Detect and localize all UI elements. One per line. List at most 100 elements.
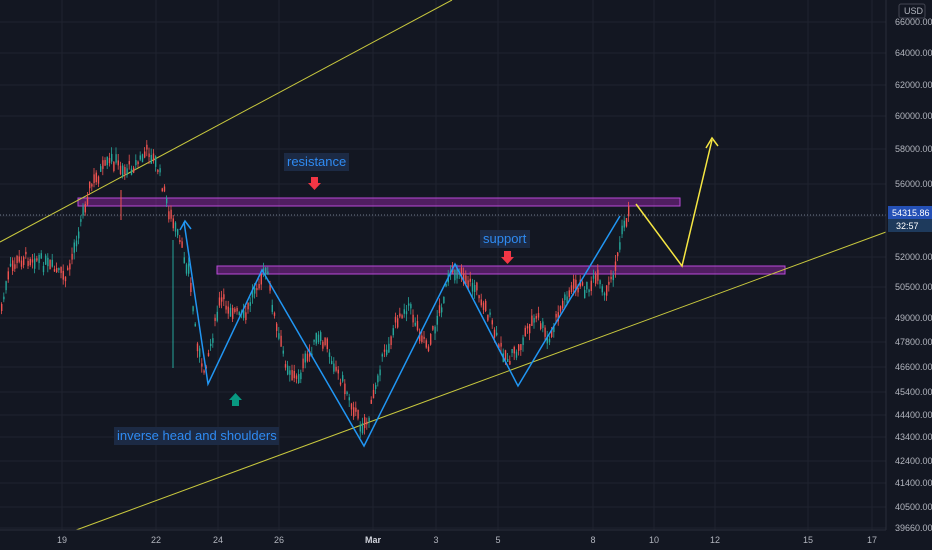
price-tick-label: 52000.00 (895, 252, 932, 262)
currency-label[interactable]: USD (898, 3, 926, 19)
arrow-down-resistance-icon (308, 177, 321, 190)
candle-body (238, 312, 240, 316)
settings-corner[interactable] (887, 531, 932, 550)
candle-body (509, 360, 511, 365)
candle-body (590, 280, 592, 291)
candle-body (306, 353, 309, 362)
candle-body (614, 261, 617, 271)
svg-text:inverse head and shoulders: inverse head and shoulders (117, 428, 277, 443)
upper-trendline[interactable] (0, 0, 453, 243)
candle-body (265, 267, 267, 275)
candle-body (381, 354, 383, 357)
resistance-label[interactable]: resistance (284, 153, 349, 171)
candle-body (122, 165, 124, 177)
candle-body (71, 253, 73, 260)
support-label[interactable]: support (480, 230, 530, 248)
candle-body (562, 300, 564, 309)
candle-body (573, 278, 575, 289)
candle-body (504, 350, 507, 360)
candle-body (133, 167, 135, 173)
candle-body (315, 333, 317, 344)
time-axis[interactable] (0, 530, 886, 550)
candle-body (256, 288, 258, 291)
candle-body (322, 341, 324, 349)
candle-body (537, 313, 540, 318)
candle-body (201, 363, 203, 367)
candle-body (223, 294, 225, 300)
candle-body (20, 260, 23, 267)
candle-body (425, 340, 427, 348)
candle-body (421, 335, 423, 343)
candle-body (617, 252, 619, 257)
candle-body (324, 337, 326, 346)
candle-body (416, 321, 419, 331)
candle-body (414, 322, 416, 326)
candle-body (432, 325, 434, 330)
candle-body (232, 307, 234, 319)
candle-body (45, 255, 47, 265)
support-zone[interactable] (216, 265, 786, 275)
candle-body (606, 285, 608, 296)
candle-body (577, 287, 579, 293)
candle-body (139, 155, 141, 160)
candle-body (287, 365, 289, 375)
candle-body (12, 260, 14, 271)
candle-body (570, 285, 573, 293)
candle-body (53, 269, 56, 272)
candle-body (454, 269, 456, 281)
time-tick-label: 8 (590, 535, 595, 545)
candle-body (553, 326, 555, 333)
candle-body (135, 160, 137, 166)
candle-body (434, 326, 436, 334)
candle-body (476, 282, 478, 291)
candle-body (383, 349, 386, 352)
candle-body (93, 174, 95, 184)
candle-body (146, 144, 148, 150)
current-price-tag: 54315.86 32:57 (888, 206, 932, 232)
price-tick-label: 43400.00 (895, 432, 932, 442)
svg-text:32:57: 32:57 (896, 221, 919, 231)
candle-body (51, 259, 53, 267)
candle-body (9, 263, 12, 267)
price-tick-label: 56000.00 (895, 179, 932, 189)
projection-path[interactable] (635, 139, 713, 268)
candle-body (210, 343, 212, 347)
candle-body (249, 302, 251, 306)
time-tick-label: 5 (495, 535, 500, 545)
candle-body (262, 268, 265, 272)
candle-body (199, 348, 201, 357)
candle-body (524, 327, 526, 337)
candle-body (40, 253, 42, 259)
candle-body (397, 318, 399, 328)
candle-body (5, 281, 7, 291)
svg-text:resistance: resistance (287, 154, 346, 169)
candle-body (335, 366, 337, 371)
candle-body (350, 403, 353, 410)
pattern-label[interactable]: inverse head and shoulders (114, 427, 279, 445)
candle-body (34, 258, 36, 269)
candle-body (168, 211, 170, 220)
candle-body (348, 397, 350, 401)
candle-body (218, 297, 221, 306)
candle-body (29, 259, 31, 266)
lower-trendline[interactable] (67, 231, 887, 534)
candle-body (159, 168, 161, 173)
price-axis-ticks: 66000.00 64000.00 62000.00 60000.00 58000.00… (895, 17, 932, 533)
candle-body (357, 409, 359, 419)
time-tick-label: 15 (803, 535, 813, 545)
resistance-zone[interactable] (77, 197, 681, 207)
price-axis[interactable] (886, 0, 932, 530)
candle-body (399, 313, 401, 317)
candle-body (170, 209, 172, 219)
candle-body (401, 315, 403, 319)
candle-body (188, 263, 190, 274)
candle-body (148, 153, 150, 158)
candle-body (155, 156, 157, 167)
candle-body (282, 350, 284, 354)
zigzag-pattern[interactable] (183, 215, 621, 448)
candle-body (368, 417, 370, 422)
candle-body (346, 391, 348, 395)
time-axis-ticks: 19 22 24 26 Mar 3 5 8 10 12 15 17 (57, 535, 877, 545)
candle-body (280, 335, 282, 347)
